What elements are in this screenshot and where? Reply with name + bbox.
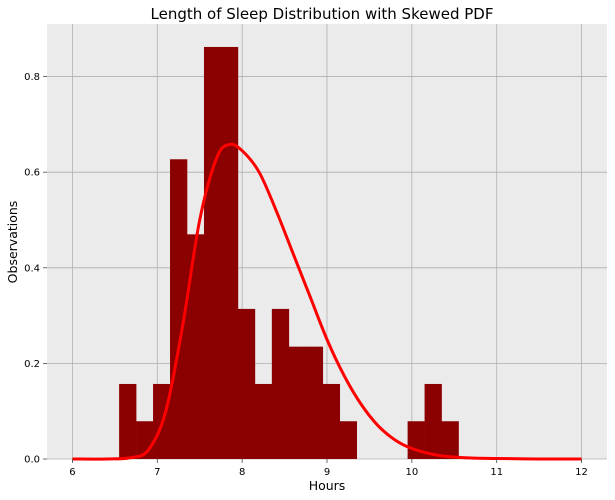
chart-title: Length of Sleep Distribution with Skewed… — [151, 5, 494, 23]
pdf-curve — [72, 142, 582, 461]
histogram-bar — [322, 383, 341, 459]
histogram-bar — [170, 159, 188, 459]
histogram-bar — [288, 346, 307, 459]
y-tick-label: 0.4 — [24, 263, 40, 274]
histogram-bar — [305, 346, 324, 459]
y-axis-label: Observations — [5, 201, 20, 284]
histogram-bar — [187, 234, 205, 459]
y-axis-ticks: 0.0 0.2 0.4 0.6 0.8 — [24, 72, 47, 466]
x-tick-label: 12 — [575, 467, 588, 478]
histogram-bar — [203, 46, 222, 459]
histogram-bar — [339, 421, 357, 459]
histogram-bar — [220, 46, 239, 459]
histogram-bar — [424, 383, 442, 459]
histogram-bar — [271, 308, 290, 459]
y-tick-label: 0.8 — [24, 72, 40, 83]
x-tick-label: 10 — [405, 467, 418, 478]
x-tick-label: 8 — [239, 467, 245, 478]
x-tick-label: 11 — [490, 467, 503, 478]
x-tick-label: 6 — [69, 467, 75, 478]
histogram-bars — [119, 46, 459, 459]
histogram-bar — [119, 383, 137, 459]
x-axis-label: Hours — [309, 478, 346, 493]
histogram-bar — [237, 308, 256, 459]
histogram-bar — [441, 421, 459, 459]
y-tick-label: 0.2 — [24, 359, 40, 370]
y-tick-label: 0.0 — [24, 455, 40, 466]
y-tick-label: 0.6 — [24, 168, 40, 179]
histogram-bar — [254, 383, 273, 459]
x-axis-ticks: 6 7 8 9 10 11 12 — [69, 459, 588, 478]
x-tick-label: 9 — [324, 467, 330, 478]
x-tick-label: 7 — [154, 467, 160, 478]
